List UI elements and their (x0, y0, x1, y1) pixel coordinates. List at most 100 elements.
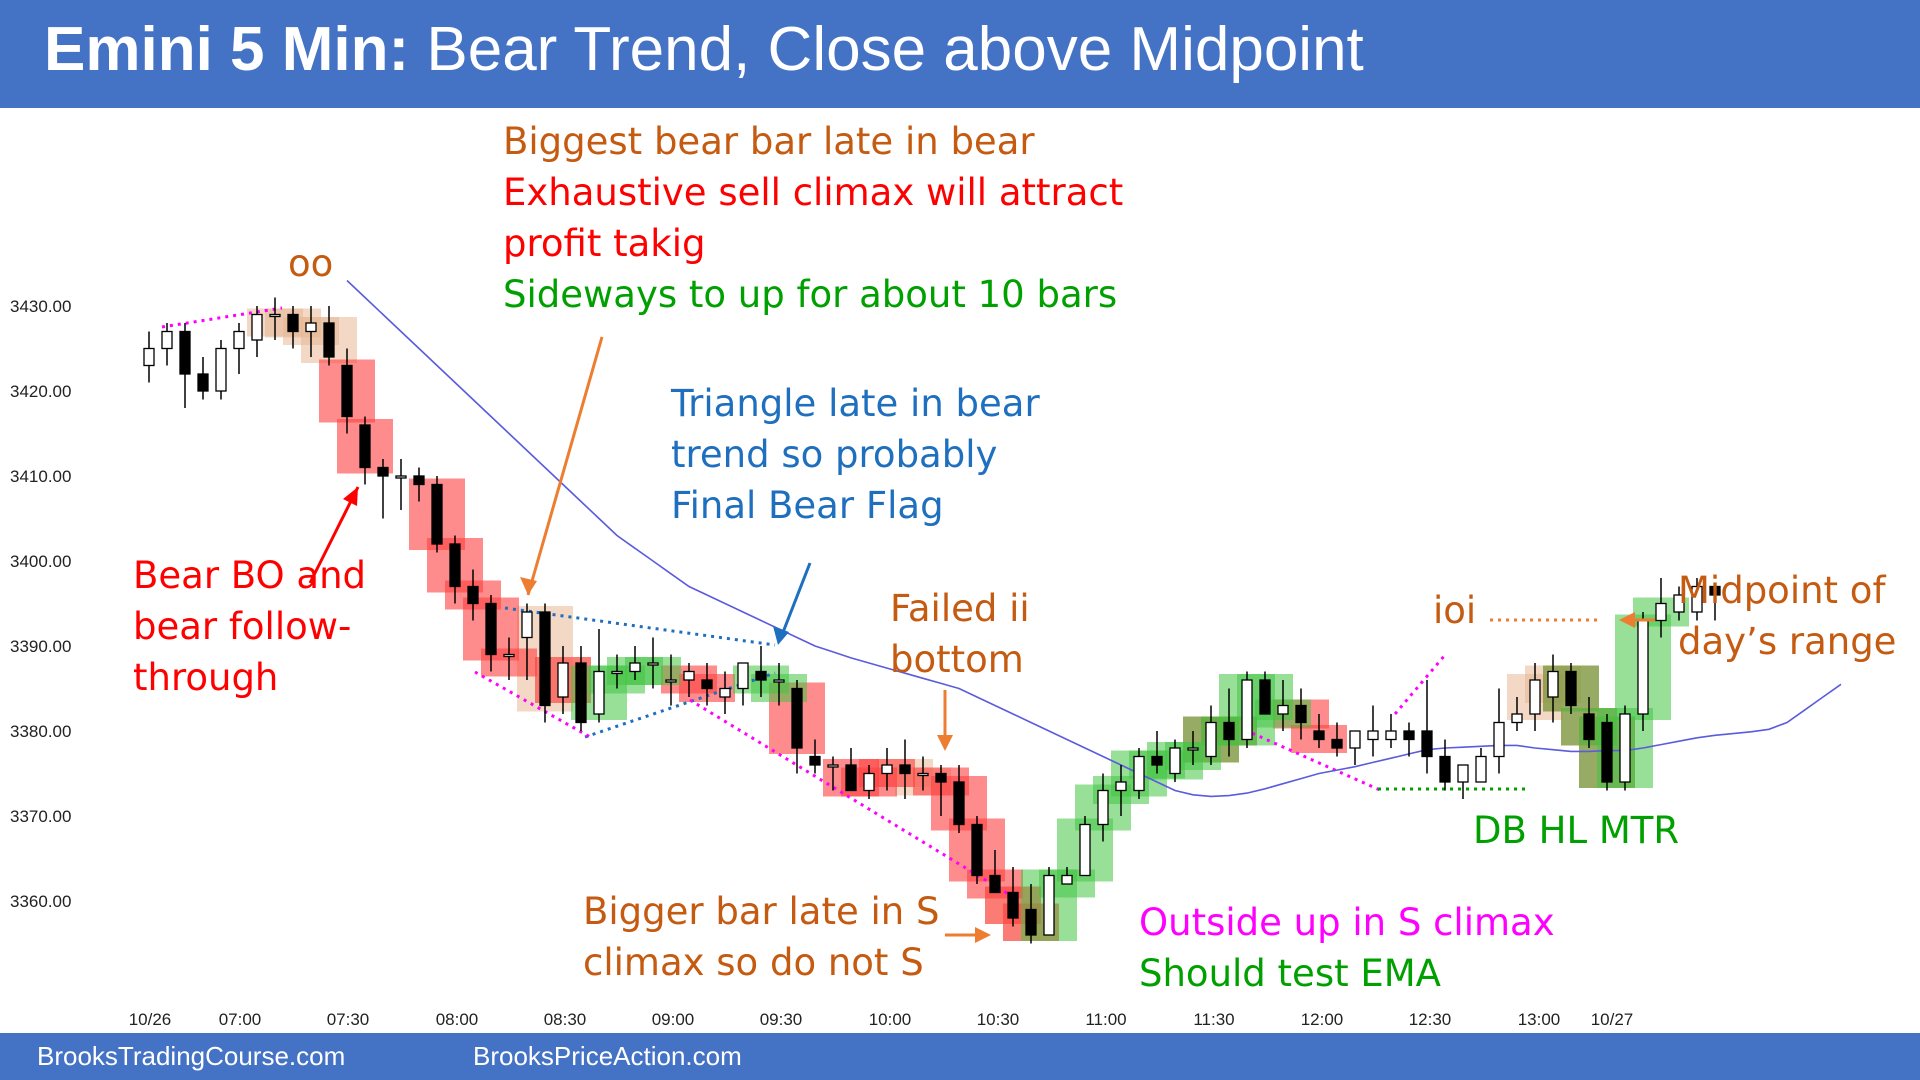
candle (503, 637, 515, 680)
x-tick-label: 07:00 (219, 1010, 262, 1029)
candle (1547, 654, 1559, 723)
candle (323, 306, 335, 366)
candle (1619, 705, 1631, 791)
candle (1187, 731, 1199, 765)
trend-lines (161, 306, 1600, 897)
y-tick-label: 3430.00 (10, 297, 71, 316)
bear-candle-body (377, 466, 389, 477)
bigger-bar-note-line-1: Bigger bar late in S (583, 890, 940, 933)
y-tick-label: 3390.00 (10, 637, 71, 656)
bull-candle-body (161, 330, 173, 350)
candle (845, 748, 857, 792)
candle (395, 459, 407, 510)
candle (521, 603, 533, 680)
y-tick-label: 3380.00 (10, 722, 71, 741)
candle (953, 765, 965, 833)
candle (287, 306, 299, 349)
candle (485, 595, 497, 672)
candle (665, 654, 677, 706)
triangle-arrow (778, 562, 812, 641)
bull-candle-body (773, 679, 785, 683)
candle (1043, 867, 1055, 936)
candle (143, 331, 155, 383)
y-tick-label: 3400.00 (10, 552, 71, 571)
candle (251, 306, 263, 357)
bear-candle-body (1331, 738, 1343, 749)
bull-candle-body (1457, 764, 1469, 783)
bear-candle-body (431, 483, 443, 545)
bull-candle-body (881, 764, 893, 775)
footer-left-link[interactable]: BrooksTradingCourse.com (37, 1041, 346, 1071)
bull-candle-body (251, 313, 263, 341)
bull-candle-body (1061, 874, 1073, 885)
bear-candle-body (539, 611, 551, 707)
candle (683, 663, 695, 697)
bear-candle-body (1709, 585, 1721, 596)
bear-candle-body (1313, 730, 1325, 741)
candle (1421, 680, 1433, 774)
bull-candle-body (1655, 602, 1667, 622)
y-tick-label: 3360.00 (10, 892, 71, 911)
x-tick-label: 11:30 (1193, 1010, 1234, 1029)
x-tick-label: 10:30 (977, 1010, 1020, 1029)
bear-candle-body (1151, 755, 1163, 766)
bear-candle-body (485, 602, 497, 656)
x-tick-label: 09:30 (760, 1010, 803, 1029)
candle (1259, 671, 1271, 715)
bear-candle-body (953, 781, 965, 826)
candle (1655, 578, 1667, 638)
bull-candle-body (1691, 585, 1703, 613)
x-tick-label: 10/27 (1591, 1010, 1634, 1029)
bull-candle-body (1097, 789, 1109, 826)
bull-candle-body (215, 347, 227, 392)
bull-candle-body (863, 772, 875, 792)
candle (1637, 612, 1649, 731)
bear-candle-body (1421, 730, 1433, 758)
candle (737, 662, 749, 706)
bear-bo-arrow (308, 486, 360, 584)
bear-candle-body (341, 364, 353, 418)
bear-candle-body (1223, 721, 1235, 741)
profit-taking-note: profit takig (503, 222, 706, 265)
x-tick-label: 07:30 (327, 1010, 370, 1029)
x-tick-label: 10/26 (129, 1010, 172, 1029)
bull-candle-body (269, 313, 281, 318)
candle (809, 739, 821, 774)
candle (413, 467, 425, 502)
x-tick-label: 10:00 (869, 1010, 912, 1029)
midpoint-note-line-2: day’s range (1678, 620, 1897, 663)
candle (1115, 765, 1127, 816)
bear-candle-body (1403, 730, 1415, 741)
bear-candle-body (1007, 891, 1019, 919)
bull-candle-body (1529, 679, 1541, 715)
bear-candle-body (935, 772, 947, 783)
candle (539, 603, 551, 723)
bull-candle-body (1169, 747, 1181, 775)
bull-candle-body (1115, 781, 1127, 792)
candle (1007, 867, 1019, 927)
ioi-label: ioi (1433, 589, 1477, 632)
candle (1151, 731, 1163, 774)
candle (1205, 705, 1217, 765)
bull-candle-body (521, 611, 533, 639)
candle (1583, 697, 1595, 748)
bull-candle-body (737, 662, 749, 690)
candle (989, 850, 1001, 894)
candle (1025, 884, 1037, 944)
bull-candle-body (143, 347, 155, 367)
bull-candle-body (683, 670, 695, 681)
oo-label: oo (288, 242, 334, 285)
candle (1691, 578, 1703, 621)
bull-candle-body (827, 764, 839, 768)
footer-right-link[interactable]: BrooksPriceAction.com (473, 1041, 742, 1071)
candle (1403, 722, 1415, 757)
candle (1511, 697, 1523, 731)
candle (1673, 586, 1685, 621)
bull-candle-body (647, 662, 659, 666)
candle (827, 756, 839, 791)
title-bar: Emini 5 Min: Bear Trend, Close above Mid… (0, 0, 1920, 108)
candle (467, 569, 479, 621)
candle (1565, 663, 1577, 714)
candle (1061, 867, 1073, 885)
candle (1457, 764, 1469, 799)
